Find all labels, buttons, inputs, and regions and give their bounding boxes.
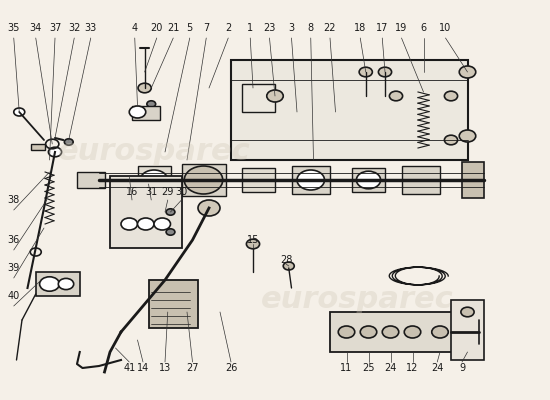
Text: 29: 29 — [162, 187, 174, 197]
Circle shape — [198, 200, 220, 216]
Text: 37: 37 — [49, 23, 61, 33]
Circle shape — [121, 218, 138, 230]
Text: 1: 1 — [247, 23, 254, 33]
Bar — [231, 60, 468, 160]
Text: 20: 20 — [151, 23, 163, 33]
Text: 24: 24 — [384, 363, 397, 373]
Circle shape — [267, 90, 283, 102]
Circle shape — [147, 101, 156, 107]
Text: 32: 32 — [68, 23, 80, 33]
Bar — [242, 84, 275, 112]
Circle shape — [432, 326, 448, 338]
Text: eurosparec: eurosparec — [261, 286, 454, 314]
Text: 38: 38 — [8, 195, 20, 205]
Bar — [77, 172, 104, 188]
Circle shape — [283, 262, 294, 270]
Text: 23: 23 — [263, 23, 276, 33]
Text: 26: 26 — [225, 363, 237, 373]
Circle shape — [461, 307, 474, 317]
Text: 39: 39 — [8, 263, 20, 273]
Circle shape — [444, 135, 458, 145]
Circle shape — [246, 239, 260, 249]
Circle shape — [64, 139, 73, 145]
Circle shape — [378, 67, 392, 77]
Circle shape — [389, 91, 403, 101]
Text: 22: 22 — [324, 23, 336, 33]
Circle shape — [404, 326, 421, 338]
Text: 15: 15 — [247, 235, 259, 245]
Text: 8: 8 — [307, 23, 314, 33]
Circle shape — [40, 277, 59, 291]
Circle shape — [138, 218, 154, 230]
Text: 16: 16 — [126, 187, 138, 197]
Bar — [352, 168, 385, 192]
Text: 33: 33 — [85, 23, 97, 33]
Circle shape — [297, 170, 324, 190]
Bar — [31, 144, 45, 150]
Bar — [242, 168, 275, 192]
Circle shape — [48, 147, 62, 157]
Bar — [451, 300, 484, 360]
Circle shape — [359, 67, 372, 77]
Bar — [182, 164, 225, 196]
Text: 34: 34 — [30, 23, 42, 33]
Circle shape — [140, 170, 168, 190]
Circle shape — [14, 108, 25, 116]
Text: 9: 9 — [459, 363, 465, 373]
Circle shape — [154, 218, 170, 230]
Text: 2: 2 — [225, 23, 232, 33]
Bar — [148, 280, 198, 328]
Bar — [330, 312, 468, 352]
Circle shape — [58, 278, 74, 290]
Text: 12: 12 — [406, 363, 419, 373]
Text: 31: 31 — [145, 187, 157, 197]
Text: 36: 36 — [8, 235, 20, 245]
Bar — [138, 166, 170, 194]
Text: 35: 35 — [8, 23, 20, 33]
Text: 17: 17 — [376, 23, 388, 33]
Text: 14: 14 — [137, 363, 149, 373]
Text: 24: 24 — [431, 363, 443, 373]
Text: 21: 21 — [167, 23, 179, 33]
Text: 4: 4 — [131, 23, 138, 33]
Text: eurosparec: eurosparec — [58, 138, 250, 166]
Circle shape — [382, 326, 399, 338]
Text: 27: 27 — [186, 363, 199, 373]
Circle shape — [356, 171, 381, 189]
Bar — [292, 166, 330, 194]
Bar — [402, 166, 440, 194]
Circle shape — [444, 91, 458, 101]
Circle shape — [459, 130, 476, 142]
Bar — [110, 176, 182, 248]
Circle shape — [360, 326, 377, 338]
Text: 13: 13 — [159, 363, 171, 373]
Text: 3: 3 — [288, 23, 295, 33]
Text: 25: 25 — [362, 363, 375, 373]
Circle shape — [338, 326, 355, 338]
Text: 41: 41 — [123, 363, 135, 373]
Circle shape — [184, 166, 223, 194]
Text: 19: 19 — [395, 23, 408, 33]
Bar — [132, 106, 160, 120]
Circle shape — [459, 66, 476, 78]
Text: 7: 7 — [203, 23, 210, 33]
Text: 40: 40 — [8, 291, 20, 301]
Bar — [36, 272, 80, 296]
Text: 11: 11 — [340, 363, 353, 373]
Text: 6: 6 — [420, 23, 427, 33]
Text: 18: 18 — [354, 23, 366, 33]
Circle shape — [166, 209, 175, 215]
Circle shape — [138, 83, 151, 93]
Text: 28: 28 — [280, 255, 292, 265]
Bar — [462, 162, 484, 198]
Text: 30: 30 — [175, 187, 188, 197]
Text: 5: 5 — [186, 23, 193, 33]
Circle shape — [166, 229, 175, 235]
Text: 10: 10 — [439, 23, 452, 33]
Circle shape — [129, 106, 146, 118]
